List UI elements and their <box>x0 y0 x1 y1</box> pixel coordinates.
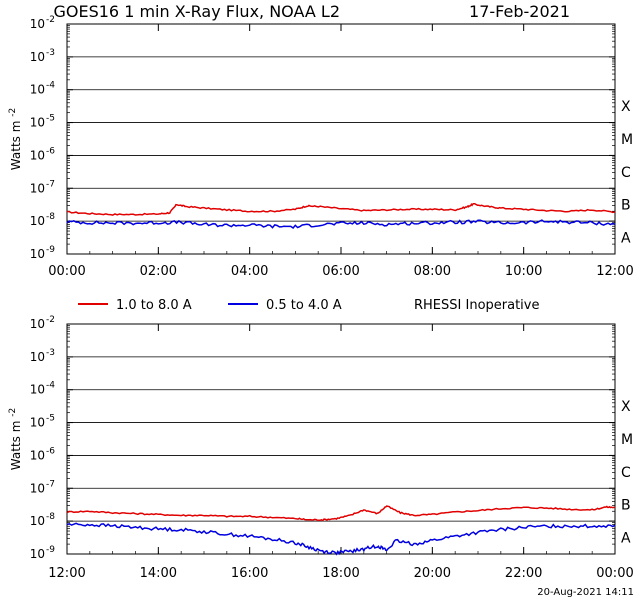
y-tick-label: 10 <box>30 350 45 364</box>
y-tick-label: 10 <box>30 50 45 64</box>
x-tick-label: 12:00 <box>596 264 633 279</box>
y-tick-exponent: -6 <box>46 146 55 156</box>
legend: 1.0 to 8.0 A 0.5 to 4.0 A RHESSI Inopera… <box>78 298 539 313</box>
flare-class-a: A <box>621 531 631 547</box>
y-tick-label: 10 <box>30 481 45 495</box>
flare-class-c: C <box>621 165 631 181</box>
y-tick-label: 10 <box>30 116 45 130</box>
y-tick-label: 10 <box>30 17 45 31</box>
x-tick-label: 12:00 <box>48 566 85 581</box>
flare-class-c: C <box>621 465 631 481</box>
x-tick-label: 20:00 <box>414 566 451 581</box>
legend-label-long: 1.0 to 8.0 A <box>116 298 192 313</box>
flare-class-b: B <box>621 498 631 514</box>
flare-class-x: X <box>621 99 631 115</box>
y-tick-exponent: -8 <box>46 212 55 222</box>
series-line-short <box>66 522 616 556</box>
legend-label-short: 0.5 to 4.0 A <box>266 298 342 313</box>
upper-panel: 10-210-310-410-510-610-710-810 -9XMCBAWat… <box>8 15 634 279</box>
y-tick-label: 10 <box>30 448 45 462</box>
x-tick-label: 04:00 <box>231 264 268 279</box>
y-tick-label: 10 <box>30 383 45 397</box>
y-tick-exponent: -8 <box>46 512 55 522</box>
y-tick-label: 10 <box>30 416 45 430</box>
y-tick-label: 10 <box>30 148 45 162</box>
series-line-short <box>66 219 616 230</box>
chart-date: 17-Feb-2021 <box>469 2 570 21</box>
flare-class-x: X <box>621 399 631 415</box>
y-tick-label: 10 <box>30 181 45 195</box>
y-tick-exponent: -9 <box>46 245 55 255</box>
y-tick-exponent: -4 <box>46 81 55 91</box>
rhessi-note: RHESSI Inoperative <box>414 298 539 313</box>
y-tick-label: 10 <box>30 547 45 561</box>
x-tick-label: 06:00 <box>322 264 359 279</box>
x-tick-label: 00:00 <box>48 264 85 279</box>
x-tick-label: 10:00 <box>505 264 542 279</box>
x-tick-label: 08:00 <box>414 264 451 279</box>
x-tick-label: 22:00 <box>505 566 542 581</box>
chart-title: GOES16 1 min X-Ray Flux, NOAA L2 <box>53 2 340 21</box>
series-line-long <box>66 202 616 216</box>
y-tick-exponent: -5 <box>46 414 55 424</box>
flare-class-a: A <box>621 231 631 247</box>
flare-class-m: M <box>621 132 633 148</box>
y-tick-exponent: -7 <box>46 479 55 489</box>
y-tick-label: 10 <box>30 247 45 261</box>
y-tick-exponent: -3 <box>46 48 55 58</box>
y-tick-exponent: -2 <box>46 15 55 25</box>
lower-panel: 10-210-310-410-510-610-710-810 -9XMCBAWat… <box>8 315 634 581</box>
y-tick-exponent: -5 <box>46 114 55 124</box>
plot-frame <box>66 23 616 255</box>
x-tick-label: 16:00 <box>231 566 268 581</box>
y-tick-label: 10 <box>30 317 45 331</box>
y-tick-label: 10 <box>30 514 45 528</box>
x-tick-label: 02:00 <box>140 264 177 279</box>
y-tick-exponent: -4 <box>46 381 55 391</box>
plot-frame <box>66 323 616 555</box>
y-tick-exponent: -6 <box>46 446 55 456</box>
y-axis-label: Watts m -2 <box>8 408 23 470</box>
y-tick-label: 10 <box>30 83 45 97</box>
x-tick-label: 00:00 <box>596 566 633 581</box>
y-tick-label: 10 <box>30 214 45 228</box>
y-tick-exponent: -2 <box>46 315 55 325</box>
y-tick-exponent: -9 <box>46 545 55 555</box>
y-tick-exponent: -7 <box>46 179 55 189</box>
y-tick-exponent: -3 <box>46 348 55 358</box>
flare-class-b: B <box>621 198 631 214</box>
series-line-long <box>66 505 616 522</box>
flare-class-m: M <box>621 432 633 448</box>
x-tick-label: 14:00 <box>140 566 177 581</box>
x-tick-label: 18:00 <box>322 566 359 581</box>
y-axis-label: Watts m -2 <box>8 108 23 170</box>
footer-timestamp: 20-Aug-2021 14:11 <box>537 587 634 598</box>
